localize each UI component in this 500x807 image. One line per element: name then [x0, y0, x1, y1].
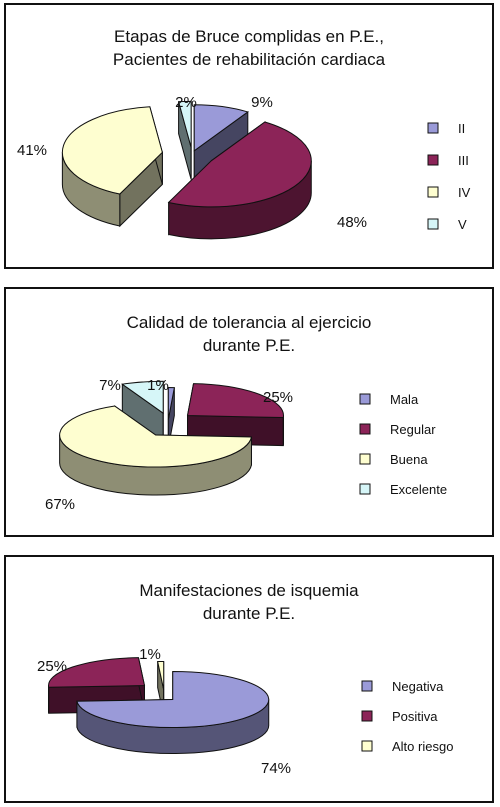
chart-3-data-label-1: 74%: [261, 760, 291, 777]
chart-2-data-label-4: 7%: [99, 377, 121, 394]
chart-2-legend-label-1: Mala: [390, 392, 419, 407]
chart-2-data-label-1: 1%: [147, 377, 169, 394]
chart-2-legend-label-3: Buena: [390, 452, 428, 467]
chart-3-title-line-1: Manifestaciones de isquemia: [139, 581, 359, 600]
chart-3-title-line-2: durante P.E.: [202, 604, 296, 623]
chart-1-title-line-1: Etapas de Bruce complidas en P.E.,: [114, 27, 384, 46]
chart-2-legend-label-4: Excelente: [390, 482, 447, 497]
chart-1-data-label-2: 48%: [337, 214, 367, 231]
chart-1-title-line-2: Pacientes de rehabilitación cardiaca: [112, 50, 386, 69]
chart-3-slice-1: [76, 671, 270, 729]
chart-2-slice-4: [121, 380, 164, 415]
chart-2-title-line-1: Calidad de tolerancia al ejercicio: [126, 313, 372, 332]
chart-1-legend-swatch-3: [427, 186, 439, 198]
chart-panel-3: Manifestaciones de isquemia durante P.E.…: [4, 555, 494, 803]
chart-2-legend-swatch-4: [359, 483, 371, 495]
chart-3-slice-2: [48, 657, 146, 688]
chart-2-title: Calidad de tolerancia al ejercicio duran…: [6, 311, 492, 357]
chart-2-svg: 1% 25% 67% 7% Mala Regular Buena Excelente: [45, 377, 447, 513]
chart-1-legend-swatch-4: [427, 218, 439, 230]
chart-1-legend-label-4: V: [458, 217, 467, 232]
chart-3-data-label-2: 25%: [37, 658, 67, 675]
chart-1-data-label-4: 2%: [175, 94, 197, 111]
chart-3-legend-label-2: Positiva: [392, 709, 438, 724]
chart-3-legend-swatch-2: [361, 710, 373, 722]
chart-1-legend-label-1: II: [458, 121, 465, 136]
chart-2-title-line-2: durante P.E.: [202, 336, 296, 355]
chart-2-data-label-3: 67%: [45, 496, 75, 513]
chart-1-legend-label-3: IV: [458, 185, 471, 200]
chart-3-title: Manifestaciones de isquemia durante P.E.: [6, 579, 492, 625]
chart-1-data-label-3: 41%: [17, 142, 47, 159]
chart-3-legend-swatch-3: [361, 740, 373, 752]
chart-1-legend-swatch-2: [427, 154, 439, 166]
chart-2-legend-label-2: Regular: [390, 422, 436, 437]
chart-1-slice-2: [167, 121, 312, 208]
chart-3-data-label-3: 1%: [139, 646, 161, 663]
chart-1-legend-swatch-1: [427, 122, 439, 134]
chart-1-title: Etapas de Bruce complidas en P.E., Pacie…: [6, 25, 492, 71]
chart-2-legend-swatch-3: [359, 453, 371, 465]
chart-3-slice-3: [157, 661, 165, 690]
chart-1-slice-1: [193, 104, 249, 152]
chart-2-slice-1: [167, 387, 175, 420]
chart-2-slice-3: [59, 405, 253, 468]
chart-1-data-label-1: 9%: [251, 94, 273, 111]
chart-panel-1: Etapas de Bruce complidas en P.E., Pacie…: [4, 3, 494, 269]
chart-3-legend-label-1: Negativa: [392, 679, 444, 694]
chart-3-legend-swatch-1: [361, 680, 373, 692]
chart-1-slice-4: [177, 100, 192, 148]
chart-1-slice-3: [61, 106, 163, 195]
chart-2-slice-2: [186, 383, 284, 419]
chart-3-legend-label-3: Alto riesgo: [392, 739, 453, 754]
chart-3-svg: 74% 25% 1% Negativa Positiva Alto riesgo: [37, 646, 453, 777]
chart-2-legend-swatch-1: [359, 393, 371, 405]
chart-1-legend-label-2: III: [458, 153, 469, 168]
chart-2-data-label-2: 25%: [263, 389, 293, 406]
chart-panel-2: Calidad de tolerancia al ejercicio duran…: [4, 287, 494, 537]
chart-2-legend-swatch-2: [359, 423, 371, 435]
